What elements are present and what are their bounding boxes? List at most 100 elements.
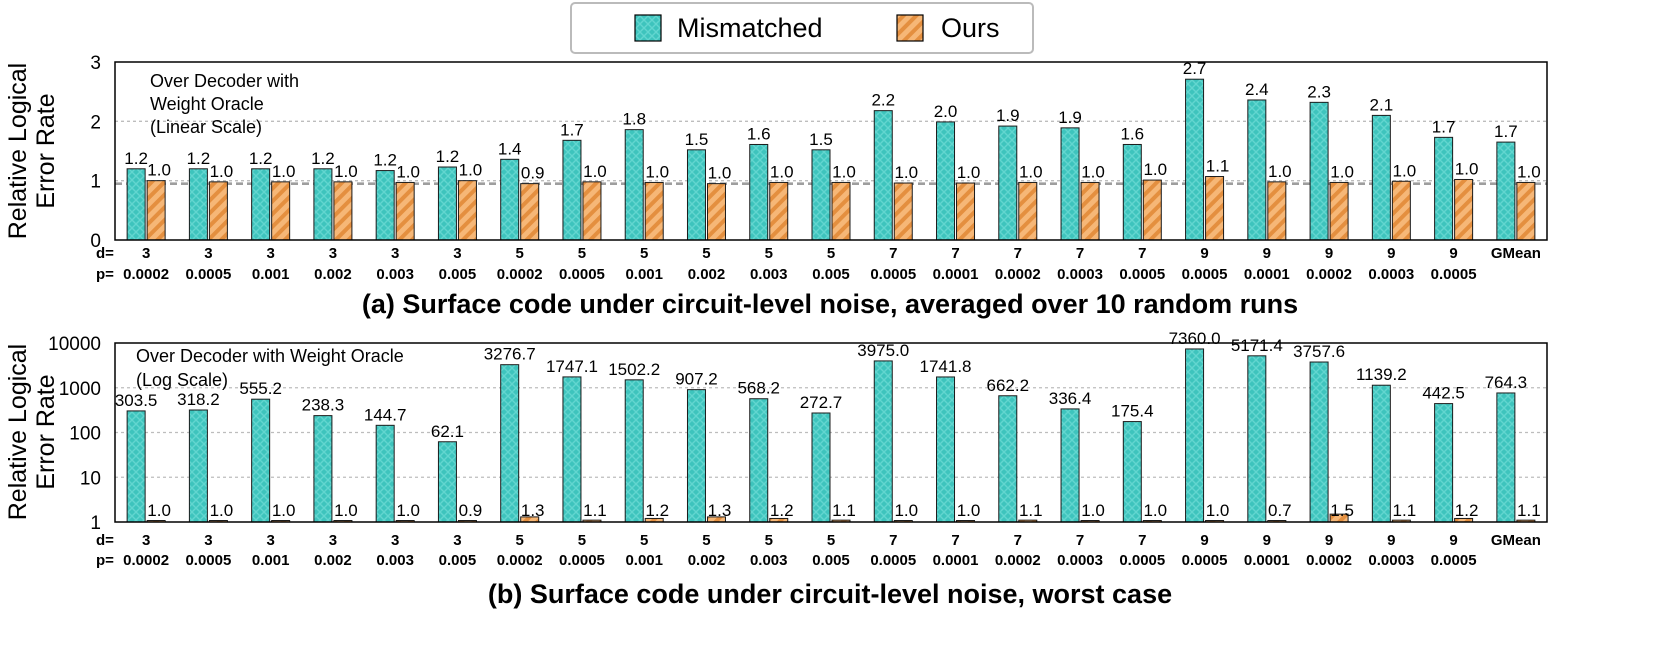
panel-a-annotation-line2: Weight Oracle (150, 94, 264, 114)
bar-mismatched (624, 129, 644, 241)
bar-mismatched (1496, 141, 1516, 241)
bar-mismatched (873, 110, 893, 241)
bar-mismatched (1185, 78, 1205, 241)
legend-swatch-ours (896, 14, 924, 42)
value-label-mismatched: 2.3 (1307, 82, 1331, 101)
bar-mismatched (1122, 421, 1142, 523)
bar-mismatched (1371, 114, 1391, 241)
value-label-ours: 1.0 (210, 501, 234, 520)
value-label-ours: 1.0 (832, 162, 856, 181)
value-label-mismatched: 1139.2 (1356, 365, 1407, 384)
value-label-mismatched: 175.4 (1111, 402, 1154, 421)
value-label-mismatched: 1.7 (560, 120, 584, 139)
value-label-ours: 0.7 (1268, 501, 1292, 520)
bar-ours (644, 181, 664, 241)
value-label-mismatched: 555.2 (239, 379, 282, 398)
bar-mismatched (1185, 348, 1205, 523)
x-tick-d: 3 (204, 245, 212, 262)
value-label-ours: 1.0 (1455, 159, 1479, 178)
value-label-mismatched: 303.5 (115, 391, 158, 410)
legend: Mismatched Ours (570, 2, 1034, 54)
x-tick-d: 5 (640, 532, 648, 549)
value-label-ours: 1.2 (645, 501, 669, 520)
panel-a-annotation-line1: Over Decoder with (150, 71, 299, 91)
bar-ours (146, 180, 166, 241)
value-label-mismatched: 3276.7 (484, 345, 536, 364)
x-tick-d: 9 (1325, 245, 1333, 262)
y-tick-label: 10000 (48, 334, 101, 355)
x-tick-p: 0.003 (750, 266, 788, 283)
x-tick-p: 0.0001 (1244, 266, 1290, 283)
x-tick-p: 0.002 (688, 266, 726, 283)
bar-mismatched (375, 170, 395, 241)
x-tick-d: 5 (640, 245, 648, 262)
value-label-ours: 1.0 (583, 162, 607, 181)
x-tick-d: 9 (1325, 532, 1333, 549)
value-label-mismatched: 336.4 (1049, 389, 1092, 408)
x-tick-p: 0.0005 (870, 266, 916, 283)
x-tick-d: GMean (1491, 532, 1541, 549)
bar-ours (956, 182, 976, 241)
x-tick-d: 7 (889, 532, 897, 549)
x-tick-p: 0.003 (376, 552, 414, 569)
value-label-ours: 1.0 (708, 164, 732, 183)
x-tick-p: 0.0003 (1057, 552, 1103, 569)
x-tick-d: 5 (827, 532, 835, 549)
bar-mismatched (1434, 136, 1454, 241)
value-label-mismatched: 1502.2 (608, 360, 660, 379)
value-label-ours: 1.0 (770, 162, 794, 181)
value-label-mismatched: 2.4 (1245, 80, 1269, 99)
y-tick-label: 1 (90, 172, 101, 193)
x-tick-d: 9 (1263, 532, 1271, 549)
x-tick-p: 0.0005 (559, 552, 605, 569)
panel-a-caption: (a) Surface code under circuit-level noi… (362, 289, 1298, 319)
bar-mismatched (562, 376, 582, 523)
y-tick-label: 10 (80, 468, 101, 489)
x-tick-d: 7 (1014, 532, 1022, 549)
value-label-ours: 1.0 (1081, 162, 1105, 181)
panel-b-ylabel-line1: Relative Logical (4, 344, 32, 521)
value-label-mismatched: 1741.8 (920, 357, 972, 376)
x-tick-p: 0.005 (439, 266, 477, 283)
value-label-ours: 1.0 (645, 162, 669, 181)
x-tick-p: 0.003 (750, 552, 788, 569)
bar-ours (1391, 180, 1411, 241)
x-tick-p: 0.0005 (1182, 266, 1228, 283)
value-label-ours: 1.0 (1268, 162, 1292, 181)
bar-mismatched (1247, 99, 1267, 241)
bar-ours (1080, 181, 1100, 241)
x-tick-d: 3 (391, 245, 399, 262)
x-tick-p: 0.0005 (1182, 552, 1228, 569)
panel-a-ylabel-line1: Relative Logical (4, 63, 32, 240)
x-tick-p: 0.0002 (1306, 552, 1352, 569)
bar-mismatched (1309, 361, 1329, 523)
x-tick-p: 0.002 (314, 266, 352, 283)
bar-ours (831, 181, 851, 241)
x-tick-d: 3 (453, 532, 461, 549)
x-tick-p: 0.0005 (870, 552, 916, 569)
x-row-prefix-p: p= (96, 552, 114, 569)
x-tick-d: 5 (578, 532, 586, 549)
bar-mismatched (188, 409, 208, 523)
x-tick-p: 0.001 (625, 552, 663, 569)
value-label-mismatched: 1.5 (809, 130, 833, 149)
x-tick-p: 0.0005 (1431, 552, 1477, 569)
y-tick-label: 100 (69, 424, 101, 445)
value-label-ours: 1.0 (272, 501, 296, 520)
x-tick-p: 0.0005 (1119, 266, 1165, 283)
legend-label-mismatched: Mismatched (677, 13, 823, 43)
value-label-ours: 1.0 (210, 162, 234, 181)
value-label-mismatched: 1.9 (996, 106, 1020, 125)
value-label-mismatched: 2.2 (871, 91, 895, 110)
legend-swatch-mismatched (634, 14, 662, 42)
bar-mismatched (188, 168, 208, 241)
x-tick-p: 0.0005 (559, 266, 605, 283)
value-label-ours: 1.2 (770, 501, 794, 520)
x-tick-p: 0.0001 (1244, 552, 1290, 569)
value-label-mismatched: 144.7 (364, 405, 407, 424)
value-label-ours: 0.9 (459, 501, 483, 520)
x-tick-p: 0.0005 (185, 552, 231, 569)
value-label-ours: 1.1 (1393, 501, 1417, 520)
panel-b-plot-frame (114, 342, 1548, 523)
x-tick-d: 7 (889, 245, 897, 262)
